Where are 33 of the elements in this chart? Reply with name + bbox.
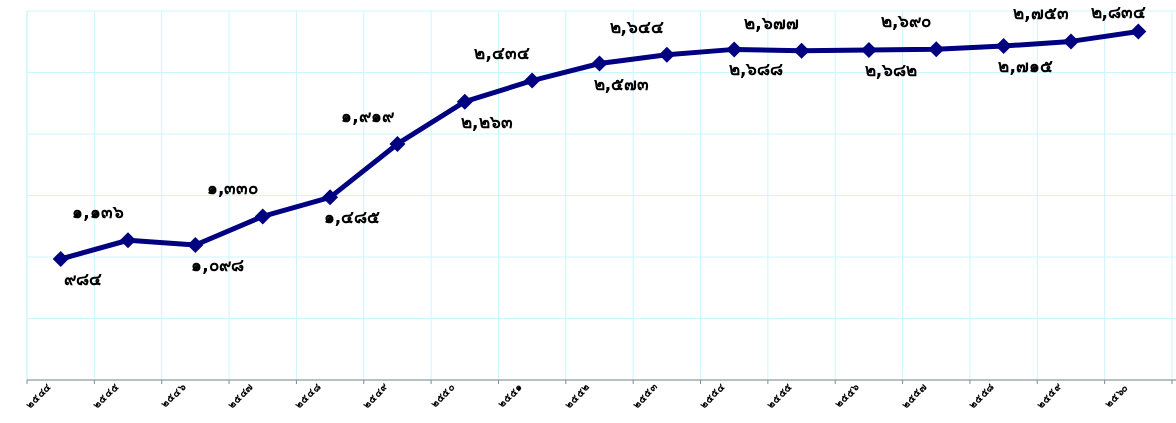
data-label: ๑,๐๙๘ bbox=[191, 254, 244, 275]
point bbox=[1130, 23, 1147, 40]
point bbox=[524, 72, 541, 89]
data-label: ๒,๒๖๓ bbox=[461, 111, 513, 132]
data-label: ๑,๔๘๕ bbox=[323, 207, 381, 228]
point bbox=[120, 232, 137, 249]
point bbox=[726, 41, 743, 58]
point bbox=[187, 236, 204, 253]
point bbox=[995, 38, 1012, 55]
data-label: ๑,๓๓๐ bbox=[207, 178, 259, 199]
data-label: ๒,๖๘๘ bbox=[728, 59, 784, 80]
data-label: ๑,๙๑๙ bbox=[341, 105, 394, 126]
data-label: ๒,๖๙๐ bbox=[881, 11, 932, 32]
point bbox=[591, 55, 608, 72]
point bbox=[793, 42, 810, 59]
data-label: ๒,๘๓๔ bbox=[1090, 2, 1147, 22]
data-label: ๒,๖๘๒ bbox=[864, 60, 918, 81]
point bbox=[322, 189, 339, 206]
data-label: ๒,๕๗๓ bbox=[593, 73, 650, 94]
data-label: ๒,๗๕๓ bbox=[1013, 3, 1069, 24]
point bbox=[658, 46, 675, 63]
point bbox=[254, 208, 271, 225]
data-label: ๑,๑๓๖ bbox=[72, 202, 124, 223]
data-label: ๒,๗๑๕ bbox=[998, 56, 1053, 77]
point bbox=[52, 250, 69, 267]
point bbox=[456, 93, 473, 110]
point bbox=[1062, 33, 1079, 50]
data-label: ๒,๔๓๔ bbox=[474, 42, 530, 63]
point bbox=[389, 135, 406, 152]
data-label: ๒,๖๔๔ bbox=[609, 16, 665, 37]
point bbox=[928, 41, 945, 58]
data-label: ๒,๖๗๗ bbox=[744, 12, 799, 33]
data-label: ๙๘๔ bbox=[63, 268, 102, 289]
